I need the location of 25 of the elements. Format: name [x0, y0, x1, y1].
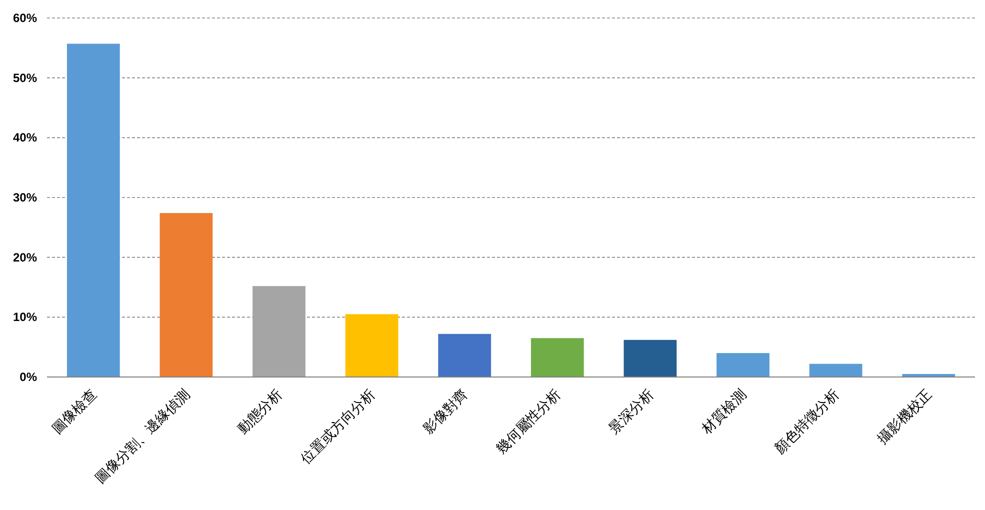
x-tick-label: 影像對齊: [420, 386, 471, 437]
y-tick-label: 60%: [12, 11, 38, 25]
x-tick-label: 攝影機校正: [874, 386, 935, 447]
x-tick-label: 圖像檢查: [48, 386, 100, 437]
bar: [530, 338, 584, 377]
y-tick-label: 30%: [12, 190, 38, 204]
y-tick-label: 50%: [12, 70, 38, 85]
bar: [809, 364, 862, 377]
bar: [716, 353, 770, 377]
x-tick-label: 顏色特徵分析: [771, 386, 842, 457]
x-tick-label: 動態分析: [234, 386, 286, 437]
bar: [66, 44, 120, 377]
bar: [345, 314, 398, 377]
bar: [624, 340, 677, 377]
x-tick-label: 材質檢測: [698, 386, 750, 438]
bar: [160, 213, 213, 377]
x-tick-label: 景深分析: [605, 386, 656, 437]
x-tick-label: 幾何屬性分析: [492, 386, 564, 457]
y-tick-label: 20%: [12, 250, 38, 264]
bar: [438, 334, 492, 377]
y-tick-label: 0%: [20, 370, 38, 384]
x-tick-label: 位置或方向分析: [297, 386, 378, 466]
y-tick-label: 10%: [12, 310, 38, 324]
bar: [252, 286, 306, 377]
y-tick-label: 40%: [12, 130, 38, 145]
